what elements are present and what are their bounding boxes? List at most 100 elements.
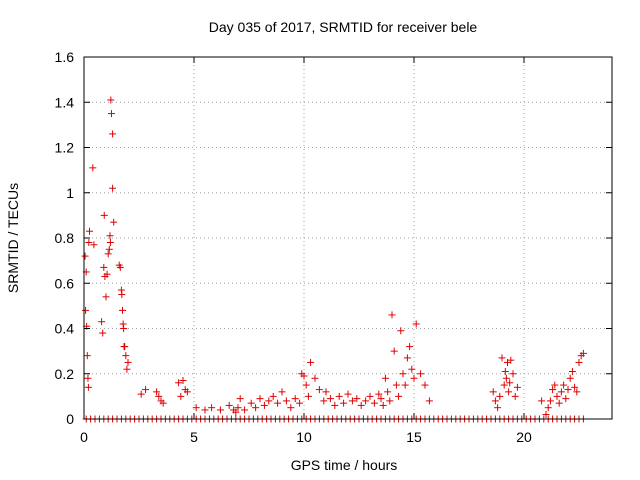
data-point xyxy=(155,392,163,400)
data-point xyxy=(241,406,249,414)
data-point xyxy=(216,406,224,414)
data-point xyxy=(159,399,167,407)
data-point xyxy=(106,232,114,240)
data-point xyxy=(538,397,546,405)
data-point xyxy=(175,379,183,387)
data-point xyxy=(107,96,115,104)
data-point xyxy=(232,408,240,416)
y-tick-label: 0.8 xyxy=(55,230,75,246)
y-tick-label: 1 xyxy=(66,185,74,201)
data-point xyxy=(278,388,286,396)
data-point xyxy=(542,410,550,418)
data-point xyxy=(260,401,268,409)
data-point xyxy=(494,404,502,412)
data-point xyxy=(410,374,418,382)
data-point xyxy=(384,388,392,396)
data-point xyxy=(287,404,295,412)
data-point xyxy=(344,390,352,398)
x-tick-label: 10 xyxy=(296,429,312,445)
data-point xyxy=(109,130,117,138)
data-point xyxy=(84,383,92,391)
data-point xyxy=(573,388,581,396)
y-axis-label: SRMTID / TECUs xyxy=(5,183,21,293)
data-point xyxy=(491,397,499,405)
data-point xyxy=(311,374,319,382)
data-point xyxy=(81,252,89,260)
data-point xyxy=(390,347,398,355)
x-tick-label: 20 xyxy=(516,429,532,445)
data-point xyxy=(412,320,420,328)
data-point xyxy=(340,399,348,407)
data-point xyxy=(208,404,216,412)
data-point xyxy=(401,381,409,389)
data-point xyxy=(370,399,378,407)
data-point xyxy=(322,388,330,396)
data-point xyxy=(498,354,506,362)
axis-ticks: 0 0.2 0.4 0.6 0.8 1 1.2 1.4 1.6 0 5 10 15 20 xyxy=(55,49,612,445)
data-point xyxy=(118,291,126,299)
data-point xyxy=(84,374,92,382)
data-point xyxy=(179,377,187,385)
data-point xyxy=(353,395,361,403)
data-point xyxy=(123,365,131,373)
x-axis-label: GPS time / hours xyxy=(291,457,398,473)
data-point xyxy=(395,392,403,400)
data-point xyxy=(408,365,416,373)
data-point xyxy=(568,367,576,375)
data-point xyxy=(566,374,574,382)
data-point xyxy=(100,211,108,219)
data-point xyxy=(551,381,559,389)
data-point xyxy=(247,399,255,407)
y-tick-label: 0 xyxy=(66,411,74,427)
data-point xyxy=(106,239,114,247)
data-point xyxy=(375,390,383,398)
data-point xyxy=(511,392,519,400)
data-point xyxy=(183,388,191,396)
data-point xyxy=(406,343,414,351)
y-tick-label: 0.2 xyxy=(55,366,75,382)
data-point xyxy=(557,388,565,396)
data-point xyxy=(489,388,497,396)
data-point xyxy=(83,352,91,360)
data-point xyxy=(142,386,150,394)
data-point xyxy=(501,367,509,375)
y-tick-label: 0.6 xyxy=(55,275,75,291)
data-point xyxy=(291,395,299,403)
data-point xyxy=(121,343,129,351)
data-point xyxy=(104,250,112,258)
data-point xyxy=(348,397,356,405)
data-point xyxy=(379,401,387,409)
x-tick-label: 5 xyxy=(190,429,198,445)
y-tick-label: 0.4 xyxy=(55,321,75,337)
x-tick-label: 15 xyxy=(406,429,422,445)
data-point xyxy=(109,184,117,192)
data-point xyxy=(386,397,394,405)
data-point xyxy=(320,397,328,405)
data-point xyxy=(105,245,113,253)
data-point xyxy=(560,381,568,389)
data-point xyxy=(397,327,405,335)
data-point xyxy=(553,392,561,400)
data-point xyxy=(544,404,552,412)
data-point xyxy=(381,374,389,382)
data-point xyxy=(506,379,514,387)
data-point xyxy=(500,381,508,389)
data-point xyxy=(300,372,308,380)
grid-layer xyxy=(84,57,612,419)
data-point xyxy=(335,392,343,400)
data-point xyxy=(331,401,339,409)
data-point xyxy=(102,293,110,301)
data-point xyxy=(509,370,517,378)
data-point xyxy=(90,241,98,249)
data-point xyxy=(192,404,200,412)
data-point xyxy=(82,306,90,314)
data-point xyxy=(256,395,264,403)
data-point xyxy=(357,401,365,409)
data-point xyxy=(307,358,315,366)
data-point xyxy=(302,381,310,389)
data-point xyxy=(225,401,233,409)
data-point xyxy=(425,397,433,405)
data-point xyxy=(388,311,396,319)
data-point xyxy=(98,318,106,326)
data-point xyxy=(326,395,334,403)
